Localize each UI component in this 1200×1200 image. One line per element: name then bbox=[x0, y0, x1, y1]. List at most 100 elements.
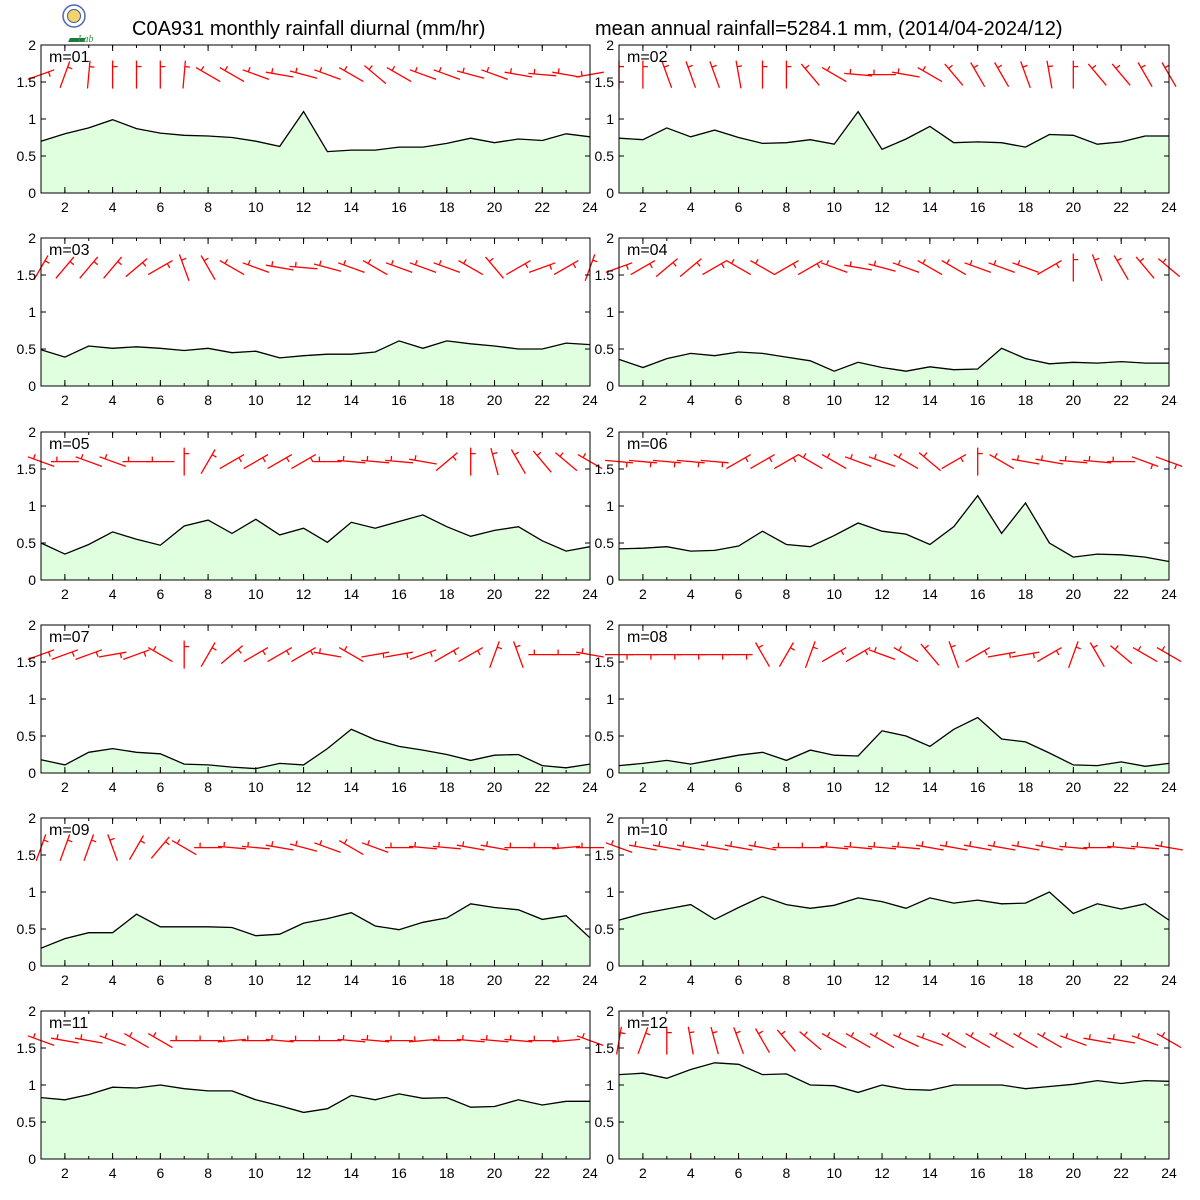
wind-barb-tick bbox=[997, 64, 1003, 69]
y-tick-label: 0.5 bbox=[17, 535, 37, 551]
wind-barb-tick bbox=[211, 454, 217, 458]
wind-barb-tick bbox=[514, 451, 520, 456]
wind-barb-tick bbox=[140, 840, 146, 844]
wind-barb-tick bbox=[792, 457, 797, 463]
x-tick-label: 10 bbox=[248, 1165, 264, 1181]
wind-barb bbox=[434, 647, 460, 663]
x-tick-label: 4 bbox=[109, 779, 117, 795]
x-tick-label: 8 bbox=[204, 972, 212, 988]
month-label: m=01 bbox=[49, 49, 90, 66]
wind-barb-tick bbox=[758, 1030, 764, 1035]
y-tick-label: 0 bbox=[606, 765, 614, 781]
wind-barb-tick bbox=[295, 840, 298, 846]
x-tick-label: 24 bbox=[582, 586, 598, 602]
wind-barb bbox=[552, 71, 581, 78]
x-tick-label: 2 bbox=[61, 586, 69, 602]
wind-barb-tick bbox=[592, 259, 598, 263]
panel-5: 00.511.522 4 6 8 10 12 14 16 18 20 22 24m=05 bbox=[17, 424, 603, 602]
wind-barb bbox=[700, 459, 729, 464]
y-tick-label: 0.5 bbox=[17, 341, 37, 357]
wind-barb bbox=[844, 264, 873, 271]
wind-barb bbox=[51, 649, 79, 661]
wind-barb bbox=[994, 62, 1010, 88]
x-tick-label: 18 bbox=[439, 586, 455, 602]
wind-barb bbox=[220, 645, 244, 665]
wind-barb bbox=[628, 459, 657, 464]
wind-barb bbox=[965, 1033, 991, 1049]
wind-barb-tick bbox=[1055, 263, 1060, 269]
wind-barb bbox=[200, 449, 216, 475]
y-tick-label: 1 bbox=[28, 691, 36, 707]
wind-barb bbox=[750, 454, 775, 470]
wind-barb-tick bbox=[946, 258, 950, 264]
x-tick-label: 10 bbox=[248, 199, 264, 215]
wind-barb-tick bbox=[753, 841, 757, 847]
wind-barb bbox=[200, 642, 216, 668]
x-tick-label: 14 bbox=[922, 392, 938, 408]
wind-barb bbox=[289, 843, 318, 852]
wind-barb bbox=[385, 651, 413, 658]
x-tick-label: 6 bbox=[156, 1165, 164, 1181]
wind-barb-tick bbox=[973, 64, 979, 69]
wind-barb-tick bbox=[91, 839, 97, 843]
wind-barb-tick bbox=[625, 462, 628, 468]
x-tick-label: 22 bbox=[534, 392, 550, 408]
wind-barb-tick bbox=[1114, 645, 1119, 650]
y-tick-label: 2 bbox=[606, 37, 614, 53]
wind-barb bbox=[1109, 645, 1133, 665]
y-tick-label: 1.5 bbox=[595, 74, 615, 90]
wind-barb bbox=[1113, 255, 1129, 281]
wind-barb bbox=[941, 454, 967, 470]
wind-barb bbox=[505, 260, 531, 276]
wind-barb bbox=[1011, 651, 1040, 658]
wind-barb bbox=[182, 60, 187, 89]
x-tick-label: 18 bbox=[1018, 586, 1034, 602]
wind-barb bbox=[408, 458, 437, 465]
x-tick-label: 10 bbox=[248, 779, 264, 795]
wind-barb-tick bbox=[1094, 257, 1100, 261]
wind-barb-tick bbox=[864, 650, 869, 656]
wind-barb bbox=[480, 844, 509, 851]
wind-barb-tick bbox=[319, 260, 322, 266]
wind-barb bbox=[243, 454, 269, 470]
y-tick-label: 0.5 bbox=[595, 1114, 615, 1130]
x-tick-label: 20 bbox=[487, 586, 503, 602]
x-tick-label: 24 bbox=[582, 1165, 598, 1181]
wind-barb-tick bbox=[414, 455, 417, 461]
wind-barb-tick bbox=[873, 260, 877, 266]
wind-barb-tick bbox=[43, 839, 49, 843]
wind-barb-tick bbox=[1018, 1031, 1022, 1037]
x-tick-label: 6 bbox=[735, 1165, 743, 1181]
wind-barb-tick bbox=[850, 1031, 855, 1037]
x-tick-label: 18 bbox=[1018, 392, 1034, 408]
wind-barb bbox=[510, 449, 526, 475]
wind-barb-tick bbox=[463, 258, 467, 264]
rainfall-line bbox=[40, 728, 591, 770]
x-tick-label: 20 bbox=[1066, 779, 1082, 795]
wind-barb bbox=[920, 643, 940, 666]
wind-barb-tick bbox=[453, 650, 457, 656]
wind-barb bbox=[528, 262, 556, 274]
y-tick-label: 1 bbox=[606, 111, 614, 127]
wind-barb-tick bbox=[414, 259, 418, 266]
x-tick-label: 22 bbox=[1113, 392, 1129, 408]
wind-barb bbox=[99, 1035, 127, 1047]
wind-barb bbox=[435, 452, 458, 472]
y-tick-label: 2 bbox=[606, 810, 614, 826]
wind-barb-tick bbox=[109, 837, 115, 841]
area-fill bbox=[41, 903, 590, 966]
x-tick-label: 10 bbox=[248, 972, 264, 988]
wind-barb-tick bbox=[812, 646, 818, 650]
x-tick-label: 10 bbox=[826, 586, 842, 602]
month-label: m=10 bbox=[627, 822, 668, 839]
wind-barb-tick bbox=[559, 452, 564, 457]
wind-barb bbox=[773, 454, 799, 470]
y-tick-label: 1 bbox=[606, 691, 614, 707]
wind-barb bbox=[948, 641, 960, 669]
wind-barb bbox=[552, 1038, 581, 1043]
x-tick-label: 2 bbox=[639, 586, 647, 602]
wind-barb-tick bbox=[1091, 64, 1097, 69]
wind-barb bbox=[99, 456, 127, 468]
wind-barb bbox=[1089, 642, 1105, 668]
y-tick-label: 0 bbox=[28, 958, 36, 974]
